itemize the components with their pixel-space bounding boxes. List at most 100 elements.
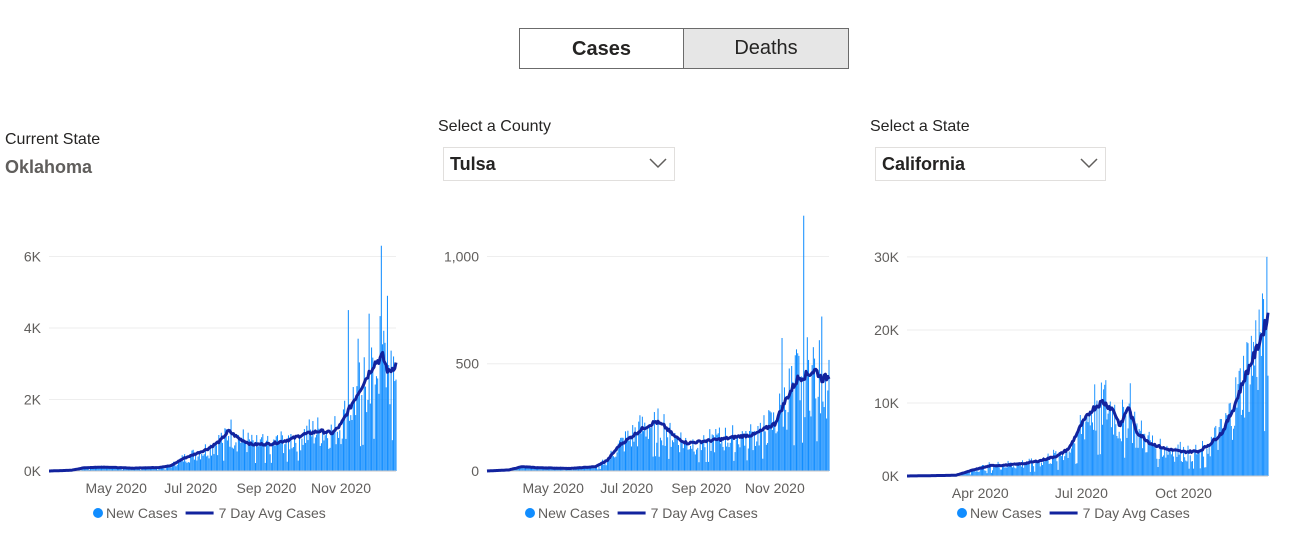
new-cases-bar: [1126, 437, 1128, 476]
new-cases-bar: [1116, 435, 1118, 476]
new-cases-bar: [1263, 299, 1265, 476]
new-cases-bar: [1125, 409, 1127, 476]
new-cases-bar: [747, 448, 749, 471]
new-cases-bar: [570, 469, 572, 471]
new-cases-bar: [604, 459, 606, 471]
deaths-button[interactable]: Deaths: [684, 28, 849, 69]
legend-new-cases-label: New Cases: [538, 505, 610, 521]
new-cases-bar: [168, 465, 170, 471]
new-cases-bar: [1239, 368, 1241, 476]
new-cases-bar: [820, 413, 822, 471]
new-cases-bar: [290, 433, 292, 471]
new-cases-bar: [729, 442, 731, 471]
new-cases-bar: [236, 451, 238, 471]
new-cases-bar: [391, 440, 393, 471]
new-cases-bar: [382, 344, 384, 471]
new-cases-bar: [591, 465, 593, 471]
new-cases-bar: [1108, 404, 1110, 476]
current-state-value: Oklahoma: [5, 157, 93, 177]
state-dropdown[interactable]: California: [875, 147, 1106, 181]
new-cases-bar: [749, 430, 751, 471]
new-cases-bar: [599, 468, 601, 471]
new-cases-bar: [650, 428, 652, 471]
new-cases-bar: [108, 467, 110, 471]
new-cases-bar: [1135, 447, 1137, 476]
new-cases-bar: [811, 365, 813, 471]
new-cases-bar: [305, 442, 307, 471]
new-cases-bar: [974, 470, 976, 476]
new-cases-bar: [635, 432, 637, 471]
new-cases-bar: [1208, 447, 1210, 476]
new-cases-bar: [780, 404, 782, 471]
new-cases-bar: [199, 459, 202, 471]
new-cases-bar: [193, 459, 195, 471]
new-cases-bar: [314, 437, 316, 471]
new-cases-bar: [776, 431, 778, 471]
new-cases-bar: [385, 387, 387, 471]
county-dropdown[interactable]: Tulsa: [443, 147, 675, 181]
new-cases-bar: [789, 393, 791, 471]
new-cases-bar: [87, 468, 89, 471]
new-cases-bar: [210, 455, 213, 471]
new-cases-bar: [1168, 450, 1170, 476]
new-cases-bar: [292, 447, 294, 471]
new-cases-bar: [312, 421, 314, 471]
new-cases-bar: [1040, 462, 1042, 476]
new-cases-bar: [804, 417, 806, 471]
new-cases-bar: [156, 468, 158, 471]
new-cases-bar: [818, 340, 820, 471]
new-cases-bar: [113, 468, 115, 471]
new-cases-bar: [1160, 446, 1162, 476]
new-cases-bar: [110, 466, 112, 471]
new-cases-bar: [1167, 454, 1169, 476]
new-cases-bar: [366, 412, 368, 471]
new-cases-bar: [735, 439, 737, 471]
county-dropdown-value: Tulsa: [450, 153, 496, 174]
new-cases-bar: [989, 466, 991, 476]
new-cases-bar: [1176, 456, 1178, 476]
new-cases-bar: [377, 378, 379, 471]
new-cases-bar: [1022, 460, 1023, 476]
new-cases-bar: [120, 467, 122, 471]
new-cases-bar: [254, 463, 257, 471]
new-cases-bar: [1049, 463, 1051, 476]
new-cases-bar: [1069, 452, 1071, 476]
state-dropdown-value: California: [882, 153, 966, 174]
new-cases-bar: [670, 446, 672, 471]
new-cases-bar: [1188, 468, 1190, 476]
new-cases-bar: [333, 429, 335, 471]
new-cases-bar: [1240, 414, 1242, 476]
new-cases-bar: [810, 416, 812, 471]
new-cases-bar: [322, 431, 324, 471]
new-cases-bar: [762, 458, 764, 471]
new-cases-bar: [1032, 463, 1033, 476]
new-cases-bar: [375, 376, 377, 471]
new-cases-bar: [736, 435, 738, 471]
new-cases-bar: [1072, 445, 1073, 476]
new-cases-bar: [372, 357, 374, 471]
new-cases-bar: [1265, 325, 1267, 476]
cases-button[interactable]: Cases: [519, 28, 684, 69]
new-cases-bar: [1133, 421, 1135, 476]
x-tick-label: Apr 2020: [952, 485, 1009, 501]
new-cases-bar: [1097, 454, 1099, 476]
new-cases-bar: [761, 430, 763, 471]
new-cases-bar: [1012, 467, 1013, 476]
new-cases-bar: [983, 465, 985, 476]
new-cases-bar: [639, 415, 641, 471]
new-cases-bar: [702, 442, 704, 471]
new-cases-bar: [1118, 431, 1120, 476]
new-cases-bar: [1257, 389, 1259, 476]
new-cases-bar: [349, 420, 351, 471]
new-cases-bar: [1102, 424, 1103, 476]
new-cases-bar: [600, 462, 602, 471]
new-cases-bar: [1094, 384, 1096, 476]
new-cases-bar: [1178, 454, 1180, 476]
new-cases-bar: [727, 442, 729, 471]
new-cases-bar: [540, 468, 542, 471]
x-tick-label: Jul 2020: [164, 480, 217, 496]
new-cases-bar: [1216, 440, 1218, 476]
new-cases-bar: [578, 468, 580, 471]
new-cases-bar: [1143, 433, 1145, 476]
new-cases-bar: [1148, 431, 1150, 476]
